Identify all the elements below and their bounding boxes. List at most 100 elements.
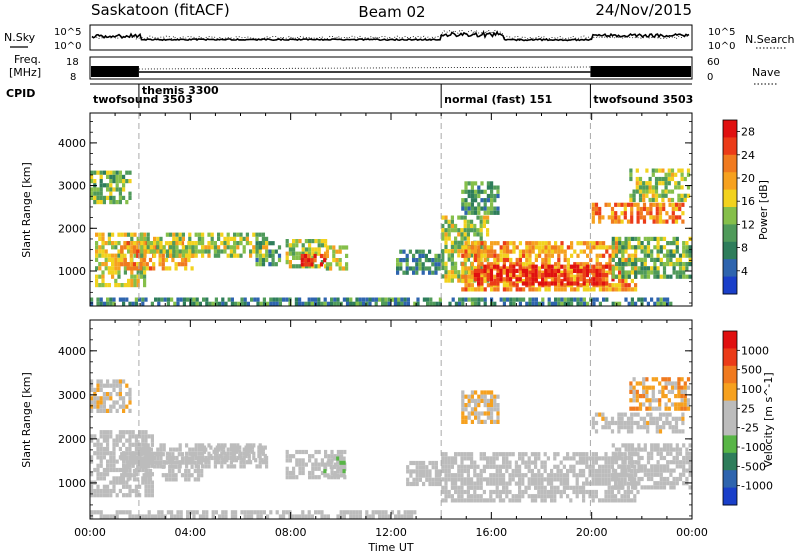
velocity-echo-cell	[493, 398, 497, 403]
power-echo-cell	[464, 210, 468, 215]
power-echo-cell	[464, 297, 468, 302]
velocity-echo-cell	[224, 510, 228, 515]
velocity-echo-cell	[598, 456, 602, 461]
frequency-panel: Freq. [MHz] 18 8 60 0 Nave	[9, 53, 780, 85]
power-echo-cell	[512, 264, 516, 269]
power-plot-area	[90, 113, 692, 306]
power-echo-cell	[611, 241, 615, 246]
velocity-echo-cell	[99, 400, 103, 405]
power-echo-cell	[661, 197, 665, 203]
power-echo-cell	[460, 215, 464, 220]
power-echo-cell	[477, 210, 481, 215]
velocity-echo-cell	[371, 510, 375, 515]
velocity-echo-cell	[200, 460, 204, 465]
velocity-echo-cell	[661, 377, 665, 382]
velocity-echo-cell	[185, 464, 189, 469]
velocity-echo-cell	[483, 390, 487, 395]
velocity-echo-cell	[397, 514, 401, 519]
power-echo-cell	[656, 245, 660, 250]
velocity-echo-cell	[143, 455, 147, 461]
velocity-echo-cell	[460, 473, 464, 478]
power-echo-cell	[324, 251, 328, 256]
velocity-echo-cell	[614, 485, 619, 490]
power-echo-cell	[634, 257, 638, 262]
velocity-echo-cell	[594, 412, 599, 417]
velocity-echo-cell	[204, 455, 208, 461]
power-echo-cell	[541, 270, 545, 275]
power-echo-cell	[621, 270, 625, 275]
power-echo-cell	[95, 274, 99, 279]
velocity-echo-cell	[498, 477, 502, 482]
power-echo-cell	[640, 241, 644, 246]
power-echo-cell	[421, 249, 425, 254]
velocity-echo-cell	[537, 473, 541, 478]
velocity-echo-cell	[144, 480, 148, 485]
power-echo-cell	[454, 244, 458, 250]
velocity-echo-cell	[102, 514, 106, 519]
power-echo-cell	[428, 266, 432, 271]
velocity-echo-cell	[447, 456, 451, 461]
velocity-echo-cell	[252, 443, 256, 448]
velocity-echo-cell	[638, 406, 643, 411]
power-echo-cell	[601, 268, 605, 273]
power-echo-cell	[509, 241, 513, 246]
velocity-echo-cell	[150, 434, 154, 439]
power-echo-cell	[483, 297, 487, 302]
power-echo-cell	[608, 270, 612, 275]
velocity-echo-cell	[244, 445, 248, 450]
velocity-echo-cell	[301, 449, 305, 455]
power-echo-cell	[666, 249, 670, 254]
velocity-echo-cell	[128, 446, 132, 452]
velocity-echo-cell	[489, 481, 493, 486]
velocity-echo-cell	[323, 469, 327, 474]
power-echo-cell	[674, 185, 678, 190]
velocity-echo-cell	[112, 383, 116, 388]
power-echo-cell	[550, 249, 554, 254]
power-echo-cell	[650, 297, 654, 302]
power-echo-cell	[624, 270, 628, 275]
velocity-echo-cell	[556, 464, 560, 469]
power-echo-cell	[226, 245, 230, 250]
velocity-echo-cell	[102, 383, 106, 388]
velocity-echo-cell	[518, 464, 522, 469]
power-echo-cell	[566, 262, 570, 267]
power-echo-cell	[682, 245, 686, 250]
power-echo-cell	[220, 241, 224, 246]
velocity-echo-cell	[288, 458, 292, 463]
power-echo-cell	[262, 297, 266, 302]
power-echo-cell	[659, 301, 663, 306]
power-echo-cell	[95, 249, 99, 254]
velocity-echo-cell	[288, 470, 292, 476]
velocity-echo-cell	[637, 468, 641, 473]
velocity-echo-cell	[153, 460, 157, 465]
velocity-echo-cell	[146, 447, 150, 452]
velocity-echo-cell	[464, 403, 468, 408]
power-echo-cell	[143, 266, 147, 271]
velocity-echo-cell	[618, 472, 622, 477]
velocity-echo-cell	[495, 489, 499, 495]
velocity-echo-cell	[339, 510, 343, 515]
power-echo-cell	[579, 266, 583, 271]
velocity-echo-cell	[298, 514, 302, 519]
velocity-echo-cell	[128, 434, 132, 439]
power-echo-cell	[672, 241, 676, 246]
power-echo-cell	[493, 287, 497, 292]
velocity-echo-cell	[106, 408, 110, 413]
velocity-echo-cell	[201, 447, 205, 452]
power-echo-cell	[226, 232, 230, 237]
power-echo-cell	[518, 274, 522, 279]
power-echo-cell	[629, 176, 633, 182]
velocity-echo-cell	[415, 465, 419, 470]
velocity-echo-cell	[149, 451, 153, 456]
power-echo-cell	[688, 249, 692, 254]
velocity-echo-cell	[150, 514, 154, 519]
velocity-echo-cell	[566, 468, 570, 474]
power-echo-cell	[653, 274, 657, 279]
power-echo-cell	[421, 253, 425, 258]
velocity-echo-cell	[102, 438, 106, 443]
power-echo-cell	[585, 264, 589, 269]
velocity-echo-cell	[648, 402, 652, 407]
power-echo-cell	[317, 301, 321, 306]
velocity-echo-cell	[202, 458, 207, 463]
velocity-echo-cell	[677, 377, 681, 382]
